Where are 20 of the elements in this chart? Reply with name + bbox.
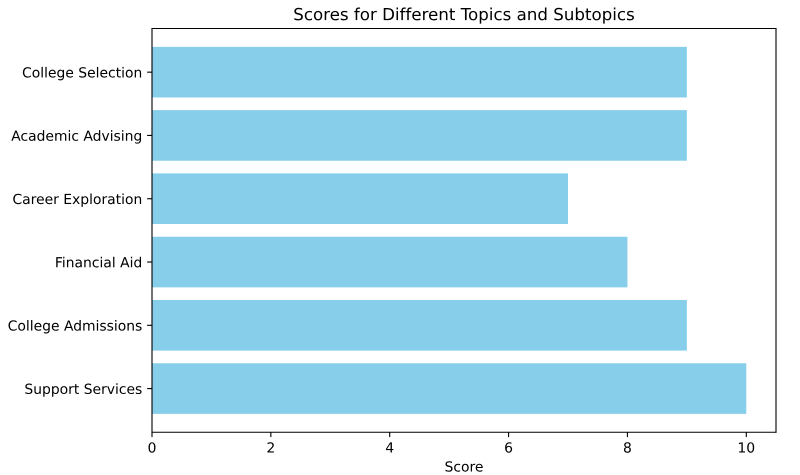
y-tick-label: College Selection — [22, 66, 142, 80]
bar — [152, 363, 746, 414]
x-axis-title: Score — [445, 461, 483, 472]
x-tick-label: 8 — [624, 442, 631, 453]
x-tick-label: 4 — [386, 442, 394, 453]
bar — [152, 110, 687, 161]
x-tick-label: 0 — [148, 442, 156, 453]
x-tick-label: 6 — [505, 442, 512, 453]
bar — [152, 173, 568, 224]
y-tick-label: College Admissions — [8, 320, 142, 334]
chart-title: Scores for Different Topics and Subtopics — [294, 8, 634, 24]
y-tick-label: Financial Aid — [56, 256, 142, 268]
bar — [152, 46, 687, 98]
bar — [152, 300, 687, 351]
y-tick-label: Academic Advising — [11, 130, 142, 144]
x-tick-label: 2 — [267, 442, 274, 453]
y-tick-label: Career Exploration — [13, 193, 142, 207]
x-tick-label: 10 — [738, 442, 754, 453]
bar — [152, 236, 628, 288]
y-tick-label: Support Services — [25, 383, 142, 397]
